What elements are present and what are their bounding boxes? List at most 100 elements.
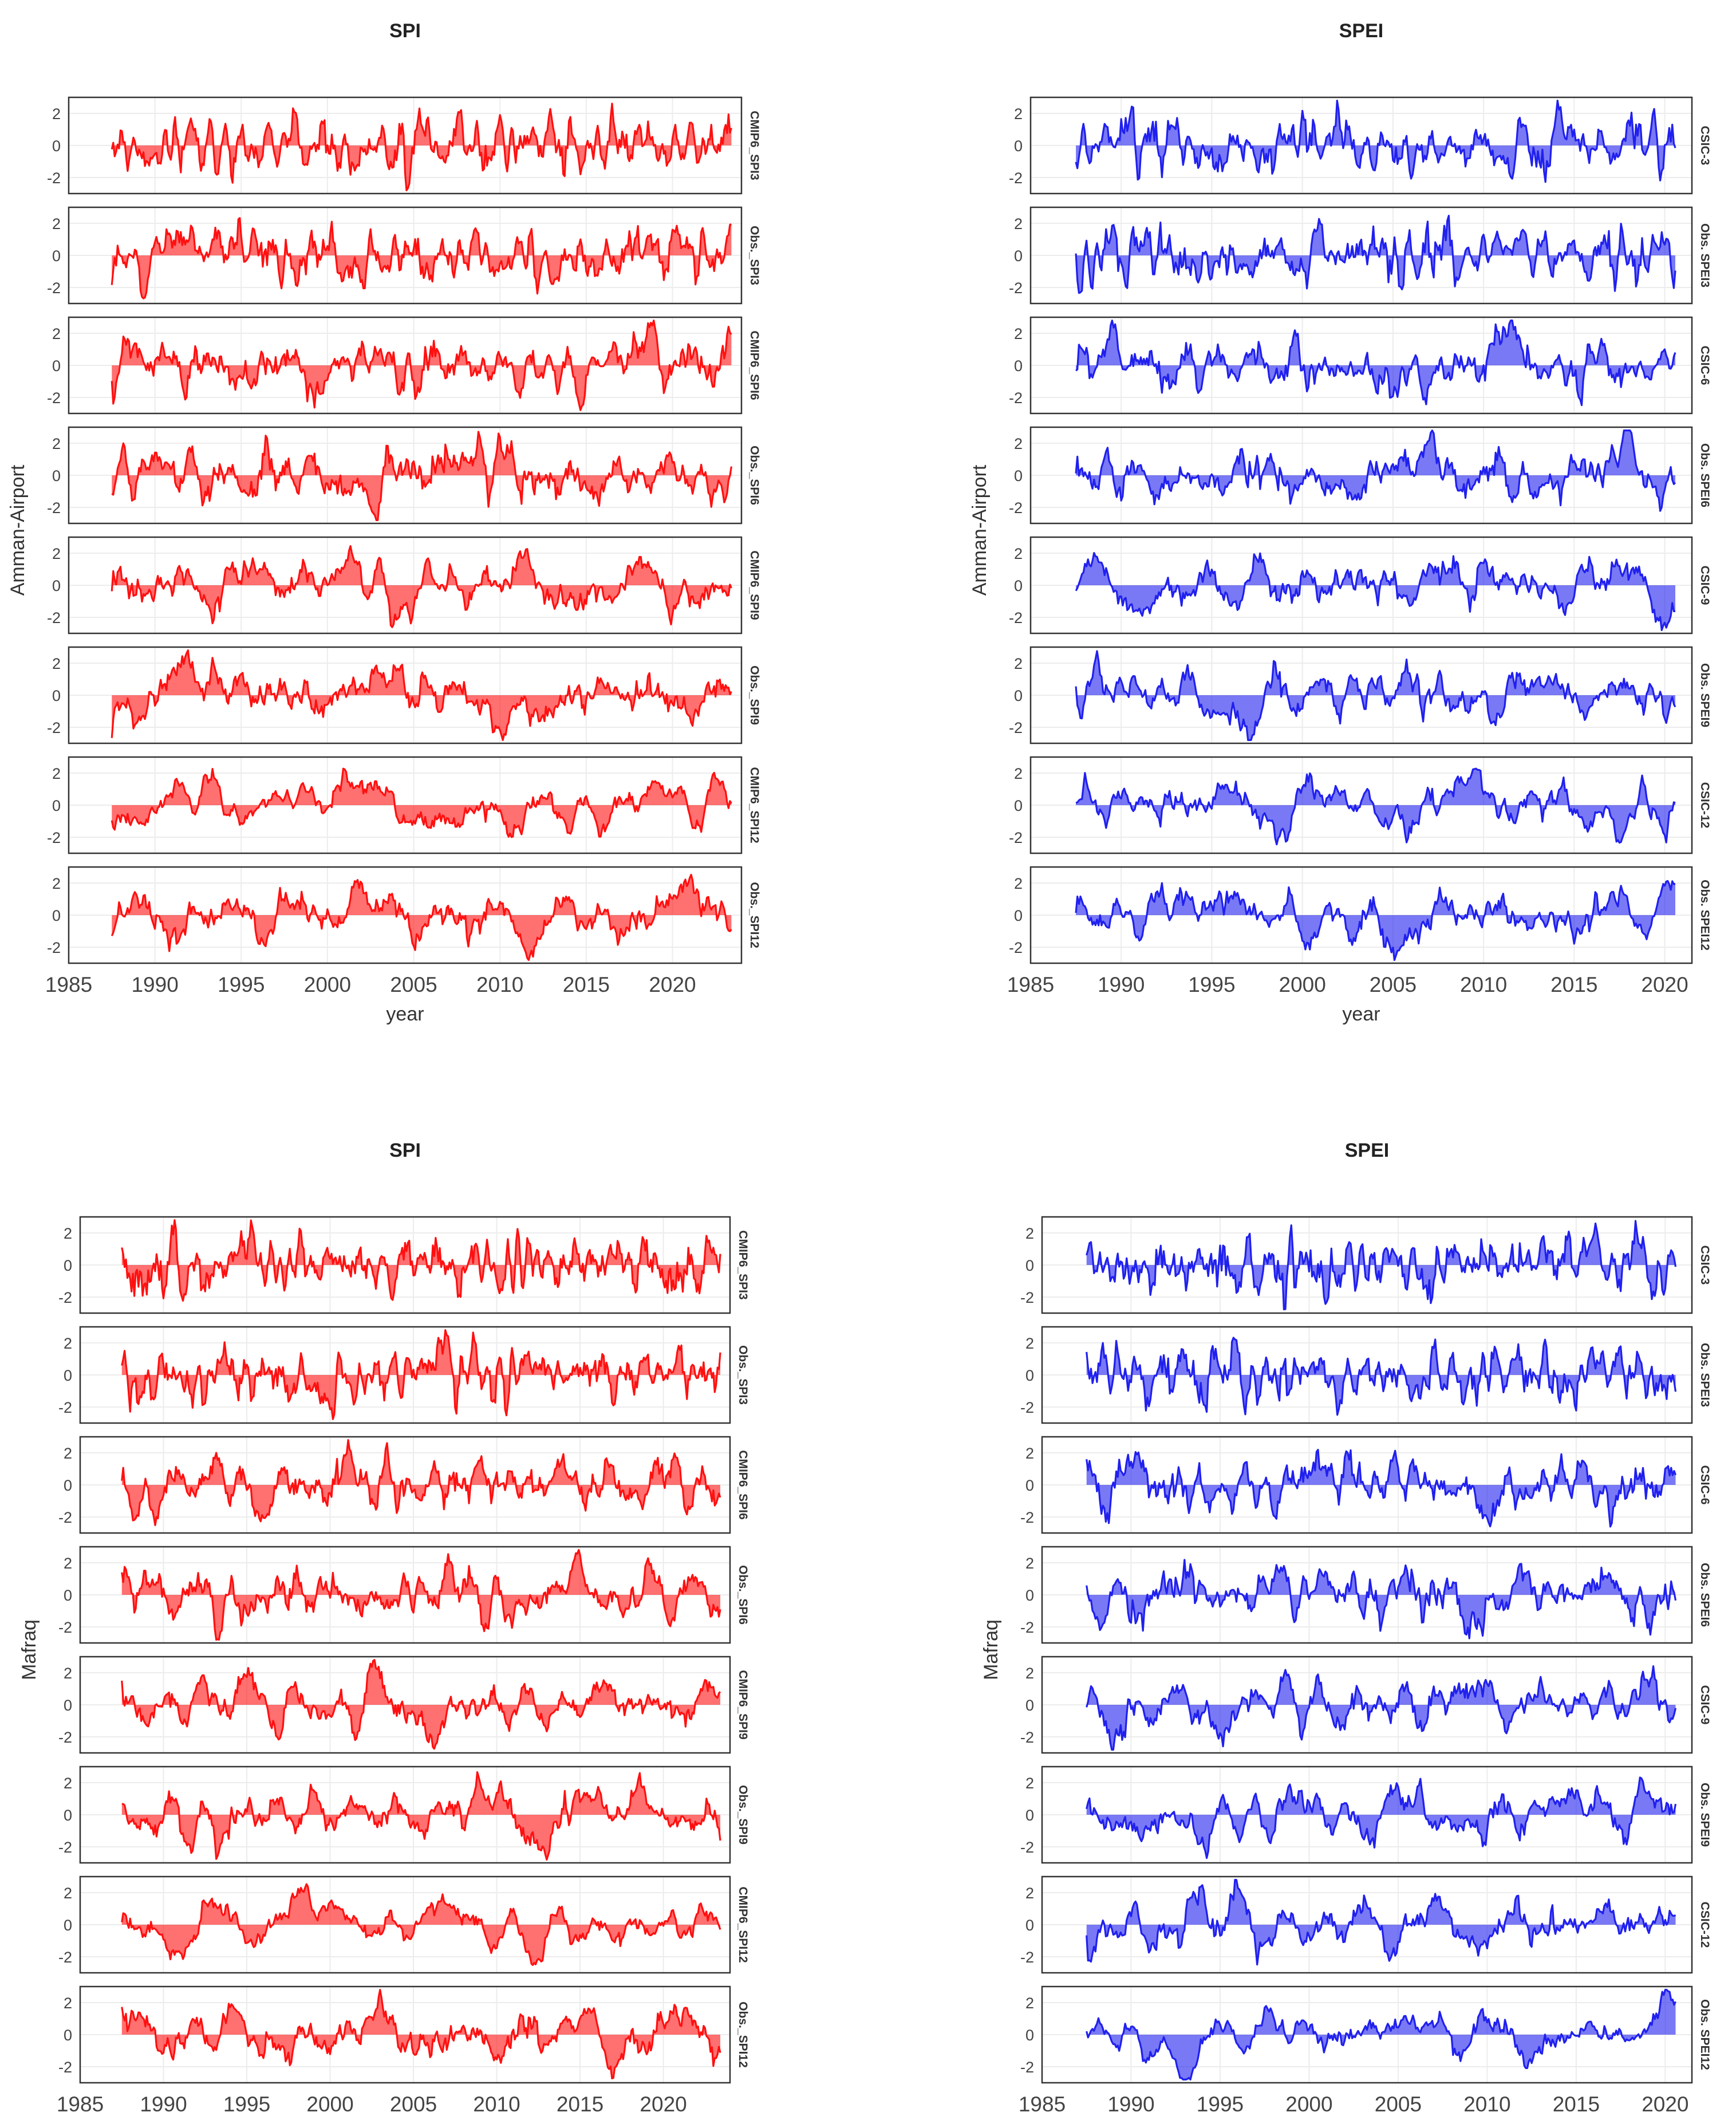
panel: 2 0 -2 Obs._SPI12 <box>47 866 761 964</box>
panel: 2 0 -2 CSIC-3 <box>1020 1216 1711 1314</box>
panel: 2 0 -2 Obs._SPI9 <box>47 646 761 744</box>
x-tick-label: 1990 <box>140 2092 187 2116</box>
panel-strip-label: Obs. SPEI6 <box>1698 1563 1711 1627</box>
y-tick-label: -2 <box>1020 1289 1034 1306</box>
y-tick-label: 2 <box>1014 875 1023 892</box>
series-area <box>1086 1337 1676 1415</box>
y-tick-label: 0 <box>52 357 61 375</box>
series-line <box>121 1659 721 1750</box>
panel: 2 0 -2 CMIP6_SPI9 <box>47 536 761 635</box>
x-tick-label: 1985 <box>57 2092 104 2116</box>
panel-frame <box>1029 96 1693 195</box>
panel-frame <box>79 1546 731 1644</box>
x-tick-label: 1990 <box>131 973 178 996</box>
x-tick-label: 1995 <box>1188 973 1235 996</box>
x-tick-label: 1995 <box>223 2092 270 2116</box>
series-line <box>1086 1337 1677 1416</box>
x-tick-label: 1995 <box>218 973 265 996</box>
panel-frame <box>68 96 743 195</box>
x-axis-label: year <box>1342 1003 1380 1025</box>
panel-frame <box>1029 536 1693 635</box>
x-tick-label: 1985 <box>1019 2092 1066 2116</box>
panel-frame <box>68 426 743 525</box>
series-line <box>1086 1449 1677 1528</box>
chart-1: SPEI Amman-Airport 2 0 -2 CSIC-3 2 0 -2 Obs. SPEI… <box>969 20 1711 1025</box>
chart-title: SPI <box>389 1140 421 1161</box>
panel: 2 0 -2 Obs._SPI6 <box>58 1546 749 1644</box>
series-area <box>121 1220 720 1301</box>
series-line <box>1086 1220 1677 1310</box>
y-tick-label: 2 <box>1025 1995 1034 2012</box>
y-tick-label: 2 <box>64 1445 72 1462</box>
panel-strip-label: CSIC-3 <box>1698 1246 1711 1285</box>
series-line <box>121 1439 721 1526</box>
panel-strip-label: CMIP6_SPI12 <box>748 767 761 843</box>
panel: 2 0 -2 Obs. SPEI6 <box>1020 1546 1711 1644</box>
panel-frame <box>79 1326 731 1424</box>
panel-strip-label: CSIC-3 <box>1698 126 1711 165</box>
panel-strip-label: CSIC-12 <box>1698 1902 1711 1948</box>
panel: 2 0 -2 CSIC-12 <box>1009 756 1711 854</box>
y-tick-label: -2 <box>58 1619 72 1636</box>
panel: 2 0 -2 CSIC-6 <box>1020 1436 1711 1534</box>
y-tick-label: -2 <box>47 499 61 517</box>
x-tick-label: 1985 <box>45 973 92 996</box>
y-tick-label: 2 <box>64 1555 72 1572</box>
panel-strip-label: CMIP6_SPI12 <box>736 1886 749 1963</box>
panel: 2 0 -2 Obs. SPEI3 <box>1009 206 1711 305</box>
y-tick-label: 0 <box>64 1697 72 1714</box>
y-tick-label: -2 <box>1009 719 1023 736</box>
y-tick-label: 0 <box>52 137 61 155</box>
x-tick-label: 2010 <box>476 973 523 996</box>
y-tick-label: 2 <box>52 545 61 562</box>
panel-strip-label: CSIC-6 <box>1698 346 1711 385</box>
panel-strip-label: Obs. SPEI12 <box>1698 880 1711 951</box>
series-area <box>1086 1777 1676 1858</box>
y-tick-label: -2 <box>1020 1839 1034 1856</box>
y-tick-label: 2 <box>64 1225 72 1242</box>
panel: 2 0 -2 Obs._SPI3 <box>58 1326 749 1424</box>
y-tick-label: -2 <box>1020 1509 1034 1526</box>
x-tick-label: 2020 <box>1641 973 1688 996</box>
panel-strip-label: Obs. SPEI12 <box>1698 1999 1711 2070</box>
y-tick-label: -2 <box>58 1839 72 1856</box>
y-tick-label: -2 <box>47 170 61 187</box>
y-tick-label: 0 <box>64 2027 72 2044</box>
y-tick-label: 2 <box>52 875 61 892</box>
x-tick-label: 2000 <box>304 973 351 996</box>
y-tick-label: 0 <box>1025 1587 1034 1604</box>
chart-0: SPI Amman-Airport 2 0 -2 CMIP6_SPI3 2 0 -2 Obs._S… <box>7 20 761 1025</box>
y-axis-label: Amman-Airport <box>7 464 29 596</box>
series-line <box>1075 100 1676 183</box>
panel-strip-label: CMIP6_SPI6 <box>736 1450 749 1519</box>
y-tick-label: 2 <box>1025 1555 1034 1572</box>
y-tick-label: 2 <box>52 105 61 123</box>
panel-frame <box>1041 1875 1693 1974</box>
panel: 2 0 -2 Obs._SPI6 <box>47 426 761 525</box>
y-tick-label: 0 <box>1025 1367 1034 1384</box>
panel-strip-label: CSIC-6 <box>1698 1465 1711 1505</box>
series-line <box>1075 320 1676 407</box>
x-axis-label: year <box>386 1003 424 1025</box>
panel: 2 0 -2 CMIP6_SPI12 <box>58 1875 749 1974</box>
y-tick-label: 0 <box>1014 907 1023 924</box>
x-tick-label: 2015 <box>1550 973 1597 996</box>
y-tick-label: 2 <box>52 435 61 452</box>
x-tick-label: 1990 <box>1098 973 1145 996</box>
x-tick-label: 2010 <box>1463 2092 1510 2116</box>
panel-strip-label: Obs. SPEI3 <box>1698 223 1711 287</box>
series-line <box>121 1989 721 2079</box>
panel: 2 0 -2 Obs._SPI12 <box>58 1985 749 2084</box>
panel-strip-label: Obs._SPI12 <box>748 882 761 948</box>
series-line <box>1075 767 1676 846</box>
panel-frame <box>68 646 743 744</box>
y-tick-label: -2 <box>47 389 61 407</box>
panel-strip-label: Obs._SPI3 <box>748 226 761 285</box>
chart-3: SPEI Mafraq 2 0 -2 CSIC-3 2 0 -2 Obs. SPEI3 2 0 -2 CS… <box>980 1140 1711 2128</box>
series-line <box>1086 1989 1676 2080</box>
panel-frame <box>68 756 743 854</box>
series-area <box>112 218 732 299</box>
y-tick-label: 0 <box>1025 1917 1034 1934</box>
